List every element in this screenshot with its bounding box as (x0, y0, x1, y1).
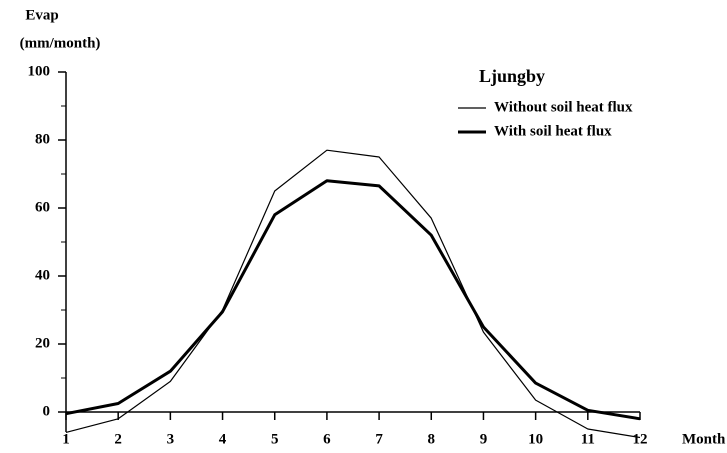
y-tick-label: 80 (35, 131, 50, 147)
x-tick-label: 5 (271, 431, 279, 447)
x-tick-label: 8 (428, 431, 436, 447)
y-tick-label: 100 (28, 63, 51, 79)
x-tick-label: 10 (528, 431, 543, 447)
y-tick-label: 40 (35, 267, 50, 283)
x-axis-label: Month (682, 431, 726, 447)
y-axis-label: Evap (25, 7, 58, 23)
y-tick-label: 20 (35, 335, 50, 351)
chart-title: Ljungby (479, 66, 545, 86)
legend-label: With soil heat flux (494, 123, 612, 139)
y-tick-label: 60 (35, 199, 50, 215)
x-tick-label: 2 (114, 431, 122, 447)
legend-label: Without soil heat flux (494, 99, 633, 115)
x-tick-label: 1 (62, 431, 70, 447)
y-axis-label: (mm/month) (20, 35, 101, 51)
x-tick-label: 7 (375, 431, 383, 447)
series-line (65, 149, 641, 439)
x-tick-label: 4 (219, 431, 227, 447)
y-tick-label: 0 (43, 403, 51, 419)
series-line (65, 179, 641, 421)
x-tick-label: 3 (167, 431, 175, 447)
x-tick-label: 11 (581, 431, 595, 447)
x-tick-label: 9 (480, 431, 488, 447)
x-tick-label: 6 (323, 431, 331, 447)
x-tick-label: 12 (633, 431, 648, 447)
